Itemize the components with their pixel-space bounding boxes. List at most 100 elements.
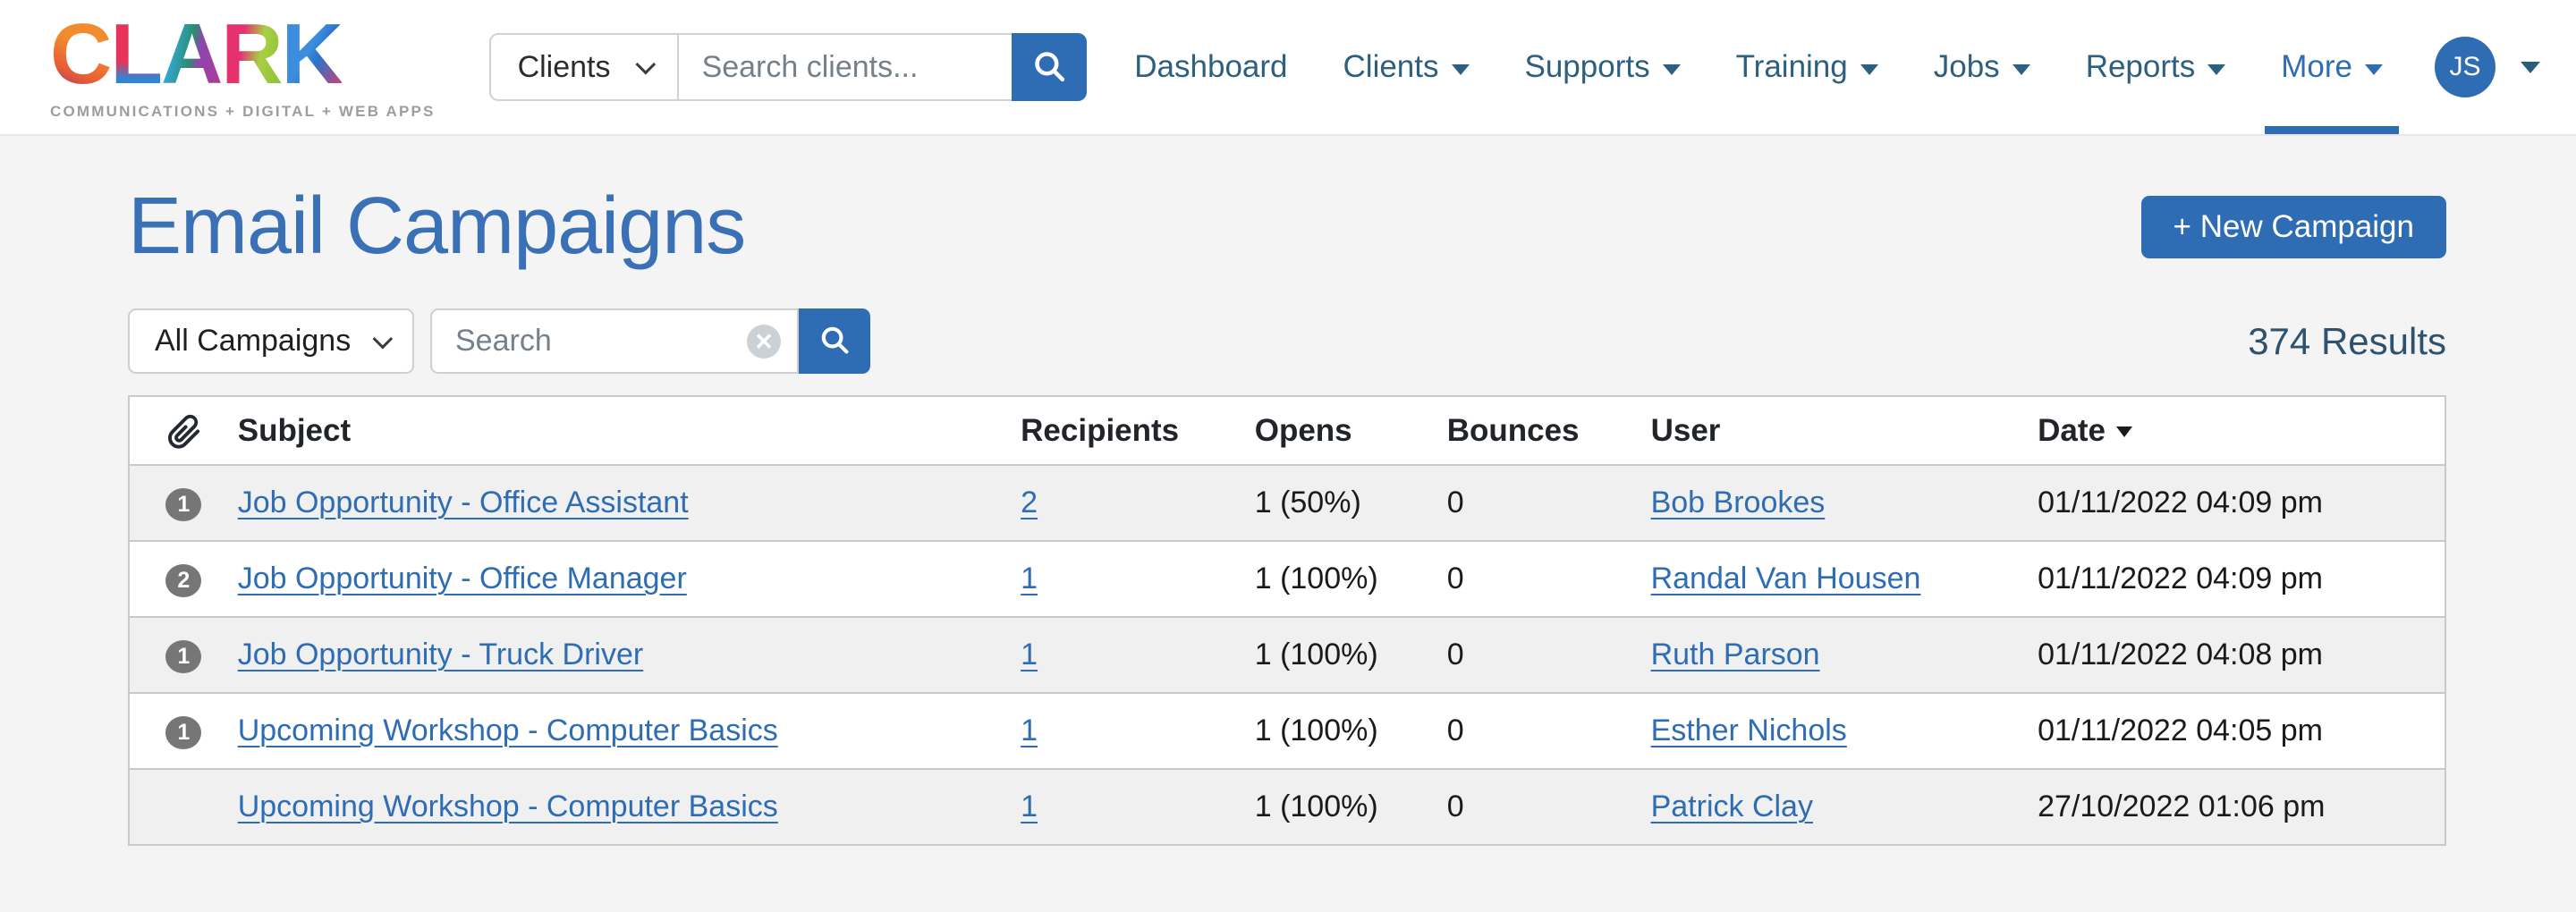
nav-item-supports[interactable]: Supports [1509, 0, 1697, 134]
campaign-filter-value: All Campaigns [155, 324, 352, 358]
nav-item-clients[interactable]: Clients [1327, 0, 1486, 134]
email-campaigns-page: Email Campaigns + New Campaign All Campa… [0, 181, 2576, 846]
attachment-count-badge: 1 [165, 640, 202, 673]
campaign-subject-link[interactable]: Upcoming Workshop - Computer Basics [237, 790, 778, 823]
caret-down-icon [1860, 64, 1878, 75]
main-nav: Dashboard Clients Supports Training Jobs… [1118, 0, 2540, 134]
campaign-filter-select[interactable]: All Campaigns [128, 308, 414, 374]
logo-tagline: COMMUNICATIONS + DIGITAL + WEB APPS [50, 102, 436, 120]
bounces-cell: 0 [1446, 790, 1464, 823]
top-navbar: CLARK COMMUNICATIONS + DIGITAL + WEB APP… [0, 0, 2576, 136]
opens-cell: 1 (100%) [1254, 562, 1378, 595]
opens-cell: 1 (100%) [1254, 714, 1378, 747]
table-row: 1 Job Opportunity - Truck Driver 1 1 (10… [129, 617, 2445, 693]
table-row: 1 Job Opportunity - Office Assistant 2 1… [129, 465, 2445, 541]
campaign-subject-link[interactable]: Job Opportunity - Office Assistant [237, 486, 689, 519]
bounces-cell: 0 [1446, 562, 1464, 595]
user-menu[interactable]: JS [2435, 37, 2540, 97]
chevron-down-icon [635, 54, 656, 75]
attachment-count-badge: 2 [165, 564, 202, 597]
date-cell: 01/11/2022 04:08 pm [2038, 638, 2323, 671]
new-campaign-button[interactable]: + New Campaign [2140, 195, 2446, 258]
campaign-search-button[interactable] [799, 308, 870, 374]
nav-item-jobs[interactable]: Jobs [1918, 0, 2046, 134]
attachment-count-badge: 1 [165, 716, 202, 749]
global-search-button[interactable] [1011, 33, 1087, 101]
user-link[interactable]: Ruth Parson [1650, 638, 1820, 671]
nav-item-training[interactable]: Training [1720, 0, 1894, 134]
bounces-cell: 0 [1446, 638, 1464, 671]
caret-down-icon [2521, 61, 2540, 73]
results-count: 374 Results [2248, 319, 2446, 362]
nav-label: Jobs [1933, 49, 2000, 84]
caret-down-icon [2365, 64, 2383, 75]
bounces-cell: 0 [1446, 486, 1464, 519]
logo-wordmark: CLARK [50, 6, 436, 103]
campaign-subject-link[interactable]: Upcoming Workshop - Computer Basics [237, 714, 778, 747]
clark-logo[interactable]: CLARK COMMUNICATIONS + DIGITAL + WEB APP… [50, 6, 436, 120]
campaign-subject-link[interactable]: Job Opportunity - Truck Driver [237, 638, 644, 671]
nav-item-more[interactable]: More [2265, 0, 2399, 134]
nav-label: Clients [1343, 49, 1439, 84]
campaign-search-input[interactable] [432, 324, 797, 359]
date-cell: 01/11/2022 04:09 pm [2038, 562, 2323, 595]
recipients-link[interactable]: 1 [1021, 714, 1038, 747]
column-header-user[interactable]: User [1650, 396, 2038, 466]
opens-cell: 1 (50%) [1254, 486, 1361, 519]
page-title: Email Campaigns [128, 182, 746, 271]
nav-label: Reports [2085, 49, 2196, 84]
nav-item-reports[interactable]: Reports [2070, 0, 2242, 134]
nav-label: More [2281, 49, 2352, 84]
logo-letter: C [50, 6, 112, 103]
column-header-date[interactable]: Date [2038, 396, 2445, 466]
avatar[interactable]: JS [2435, 37, 2496, 97]
logo-letter: R [221, 6, 283, 103]
opens-cell: 1 (100%) [1254, 638, 1378, 671]
caret-down-icon [1662, 64, 1681, 75]
recipients-link[interactable]: 1 [1021, 790, 1038, 823]
column-header-opens[interactable]: Opens [1254, 396, 1447, 466]
sort-desc-icon [2115, 426, 2132, 438]
campaign-search-group: ✕ [430, 308, 870, 374]
logo-letter: L [110, 6, 163, 103]
search-entity-label: Clients [517, 49, 611, 84]
recipients-link[interactable]: 1 [1021, 638, 1038, 671]
column-header-recipients[interactable]: Recipients [1021, 396, 1255, 466]
user-link[interactable]: Randal Van Housen [1650, 562, 1921, 595]
nav-item-dashboard[interactable]: Dashboard [1118, 0, 1303, 134]
nav-label: Dashboard [1134, 49, 1288, 84]
table-header-row: Subject Recipients Opens Bounces User Da… [129, 396, 2445, 466]
nav-label: Supports [1524, 49, 1650, 84]
campaigns-table: Subject Recipients Opens Bounces User Da… [128, 395, 2446, 846]
global-search-input[interactable] [678, 35, 1012, 99]
user-link[interactable]: Patrick Clay [1650, 790, 1813, 823]
logo-letter: K [281, 6, 343, 103]
table-row: Upcoming Workshop - Computer Basics 1 1 … [129, 769, 2445, 845]
bounces-cell: 0 [1446, 714, 1464, 747]
paperclip-icon [129, 396, 238, 466]
caret-down-icon [2012, 64, 2030, 75]
global-search-group: Clients [488, 33, 1087, 101]
caret-down-icon [1451, 64, 1470, 75]
search-icon [818, 323, 852, 359]
nav-label: Training [1735, 49, 1848, 84]
logo-letter: A [160, 6, 223, 103]
column-header-subject[interactable]: Subject [237, 396, 1021, 466]
column-header-date-label: Date [2038, 412, 2106, 448]
recipients-link[interactable]: 2 [1021, 486, 1038, 519]
date-cell: 27/10/2022 01:06 pm [2038, 790, 2326, 823]
search-entity-select[interactable]: Clients [491, 35, 679, 99]
opens-cell: 1 (100%) [1254, 790, 1378, 823]
search-icon [1030, 47, 1068, 88]
user-link[interactable]: Esther Nichols [1650, 714, 1847, 747]
table-row: 2 Job Opportunity - Office Manager 1 1 (… [129, 541, 2445, 617]
date-cell: 01/11/2022 04:05 pm [2038, 714, 2323, 747]
clear-search-icon[interactable]: ✕ [747, 324, 781, 359]
recipients-link[interactable]: 1 [1021, 562, 1038, 595]
table-row: 1 Upcoming Workshop - Computer Basics 1 … [129, 693, 2445, 769]
attachment-count-badge: 1 [165, 488, 202, 521]
user-link[interactable]: Bob Brookes [1650, 486, 1826, 519]
column-header-bounces[interactable]: Bounces [1446, 396, 1651, 466]
date-cell: 01/11/2022 04:09 pm [2038, 486, 2323, 519]
campaign-subject-link[interactable]: Job Opportunity - Office Manager [237, 562, 687, 595]
